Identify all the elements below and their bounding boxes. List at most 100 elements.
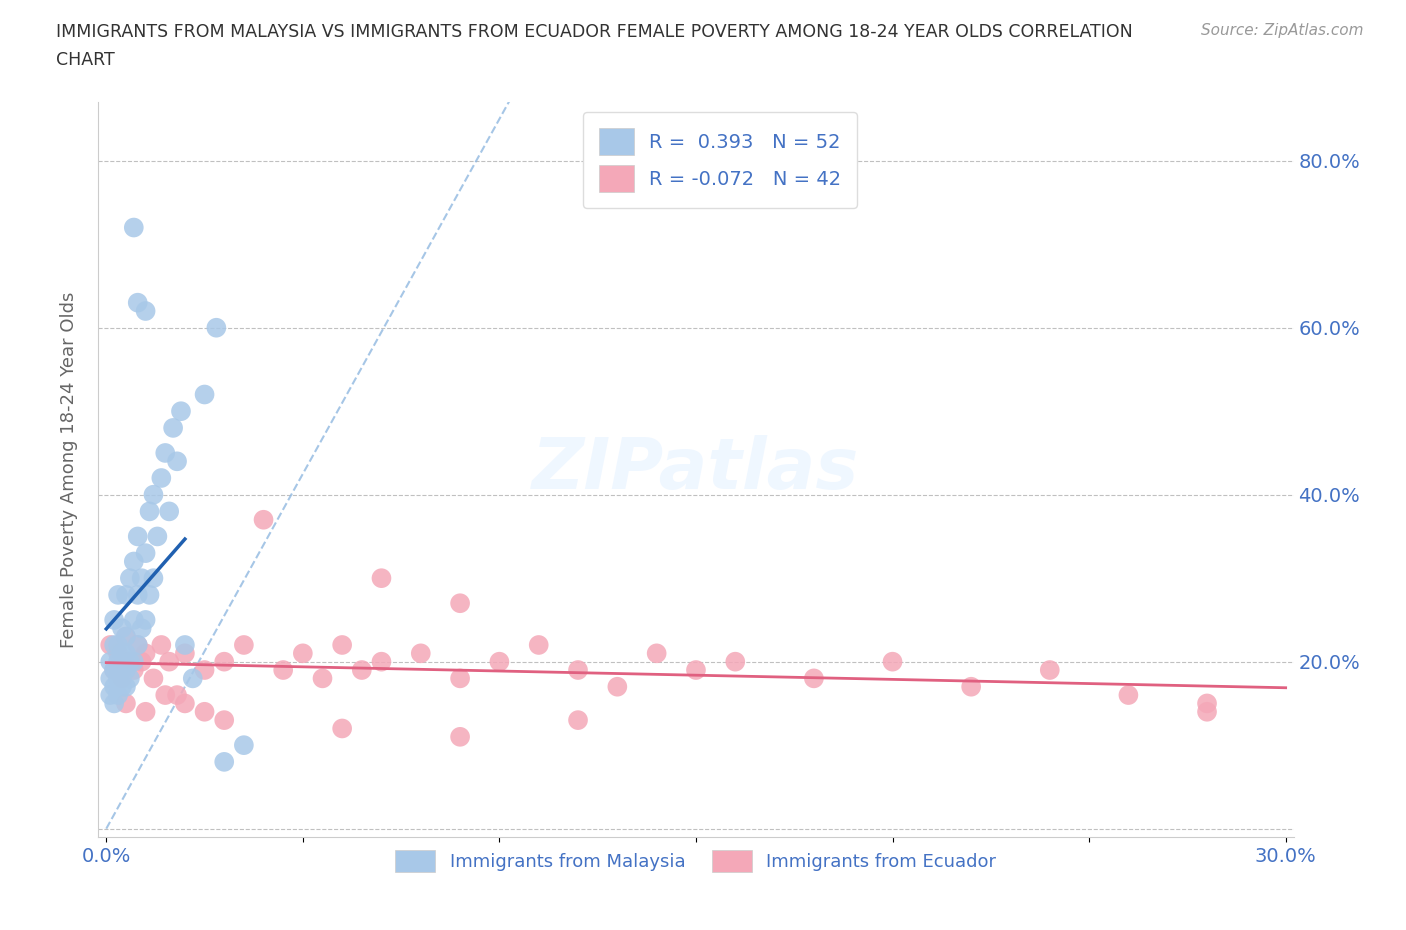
Point: [122, 220, 145, 235]
Point: [103, 696, 125, 711]
Point: [103, 662, 125, 677]
Text: ZIPatlas: ZIPatlas: [533, 435, 859, 504]
Point: [162, 420, 184, 435]
Y-axis label: Female Poverty Among 18-24 Year Olds: Female Poverty Among 18-24 Year Olds: [59, 291, 77, 648]
Point: [122, 613, 145, 628]
Point: [370, 571, 392, 586]
Point: [409, 645, 432, 660]
Point: [232, 737, 254, 752]
Point: [115, 679, 138, 694]
Point: [107, 645, 129, 660]
Point: [170, 404, 193, 418]
Point: [155, 445, 177, 460]
Point: [1195, 696, 1218, 711]
Point: [111, 621, 134, 636]
Point: [107, 654, 129, 669]
Point: [291, 645, 314, 660]
Point: [155, 687, 177, 702]
Point: [115, 696, 138, 711]
Point: [103, 613, 125, 628]
Point: [271, 662, 294, 677]
Point: [350, 662, 373, 677]
Point: [118, 654, 141, 669]
Point: [127, 529, 149, 544]
Legend: Immigrants from Malaysia, Immigrants from Ecuador: Immigrants from Malaysia, Immigrants fro…: [388, 843, 1004, 880]
Point: [232, 638, 254, 653]
Point: [115, 630, 138, 644]
Point: [115, 662, 138, 677]
Point: [1039, 662, 1062, 677]
Point: [882, 654, 904, 669]
Point: [166, 454, 188, 469]
Point: [118, 571, 141, 586]
Point: [111, 645, 134, 660]
Point: [330, 721, 353, 736]
Point: [142, 487, 165, 502]
Point: [157, 654, 180, 669]
Point: [107, 588, 129, 603]
Point: [135, 613, 157, 628]
Point: [138, 504, 160, 519]
Point: [193, 662, 215, 677]
Point: [157, 504, 180, 519]
Point: [252, 512, 274, 527]
Point: [107, 687, 129, 702]
Point: [115, 630, 138, 644]
Point: [166, 687, 188, 702]
Point: [135, 546, 157, 561]
Point: [111, 662, 134, 677]
Point: [567, 712, 589, 727]
Point: [138, 588, 160, 603]
Point: [111, 679, 134, 694]
Point: [98, 654, 121, 669]
Text: IMMIGRANTS FROM MALAYSIA VS IMMIGRANTS FROM ECUADOR FEMALE POVERTY AMONG 18-24 Y: IMMIGRANTS FROM MALAYSIA VS IMMIGRANTS F…: [56, 23, 1133, 41]
Point: [146, 529, 169, 544]
Point: [98, 638, 121, 653]
Point: [193, 704, 215, 719]
Point: [115, 588, 138, 603]
Point: [645, 645, 668, 660]
Point: [98, 671, 121, 685]
Point: [212, 754, 235, 769]
Point: [174, 696, 197, 711]
Point: [606, 679, 628, 694]
Point: [98, 687, 121, 702]
Point: [122, 554, 145, 569]
Point: [174, 645, 197, 660]
Point: [311, 671, 333, 685]
Point: [193, 387, 215, 402]
Point: [449, 729, 471, 744]
Point: [115, 645, 138, 660]
Point: [122, 654, 145, 669]
Point: [131, 654, 153, 669]
Text: Source: ZipAtlas.com: Source: ZipAtlas.com: [1201, 23, 1364, 38]
Point: [111, 671, 134, 685]
Point: [135, 303, 157, 318]
Point: [724, 654, 747, 669]
Point: [1118, 687, 1140, 702]
Point: [370, 654, 392, 669]
Point: [1195, 704, 1218, 719]
Point: [131, 571, 153, 586]
Point: [803, 671, 825, 685]
Point: [118, 671, 141, 685]
Point: [527, 638, 550, 653]
Point: [131, 621, 153, 636]
Point: [150, 471, 173, 485]
Point: [488, 654, 510, 669]
Point: [142, 571, 165, 586]
Point: [174, 638, 197, 653]
Point: [127, 295, 149, 310]
Point: [150, 638, 173, 653]
Point: [449, 596, 471, 611]
Point: [212, 654, 235, 669]
Point: [127, 638, 149, 653]
Point: [127, 638, 149, 653]
Point: [567, 662, 589, 677]
Point: [181, 671, 204, 685]
Point: [107, 638, 129, 653]
Point: [685, 662, 707, 677]
Point: [449, 671, 471, 685]
Point: [135, 645, 157, 660]
Point: [103, 662, 125, 677]
